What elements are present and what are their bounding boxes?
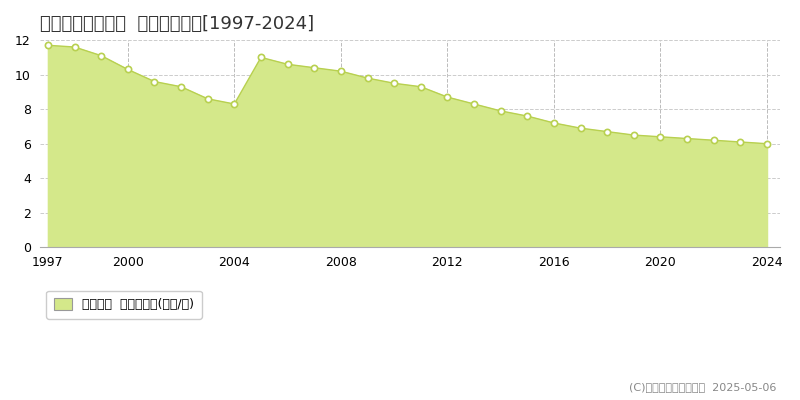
Text: (C)土地価格ドットコム  2025-05-06: (C)土地価格ドットコム 2025-05-06 <box>629 382 776 392</box>
Text: 多気郡大台町佐原  基準地価推移[1997-2024]: 多気郡大台町佐原 基準地価推移[1997-2024] <box>40 15 314 33</box>
Legend: 基準地価  平均坪単価(万円/坪): 基準地価 平均坪単価(万円/坪) <box>46 291 202 319</box>
